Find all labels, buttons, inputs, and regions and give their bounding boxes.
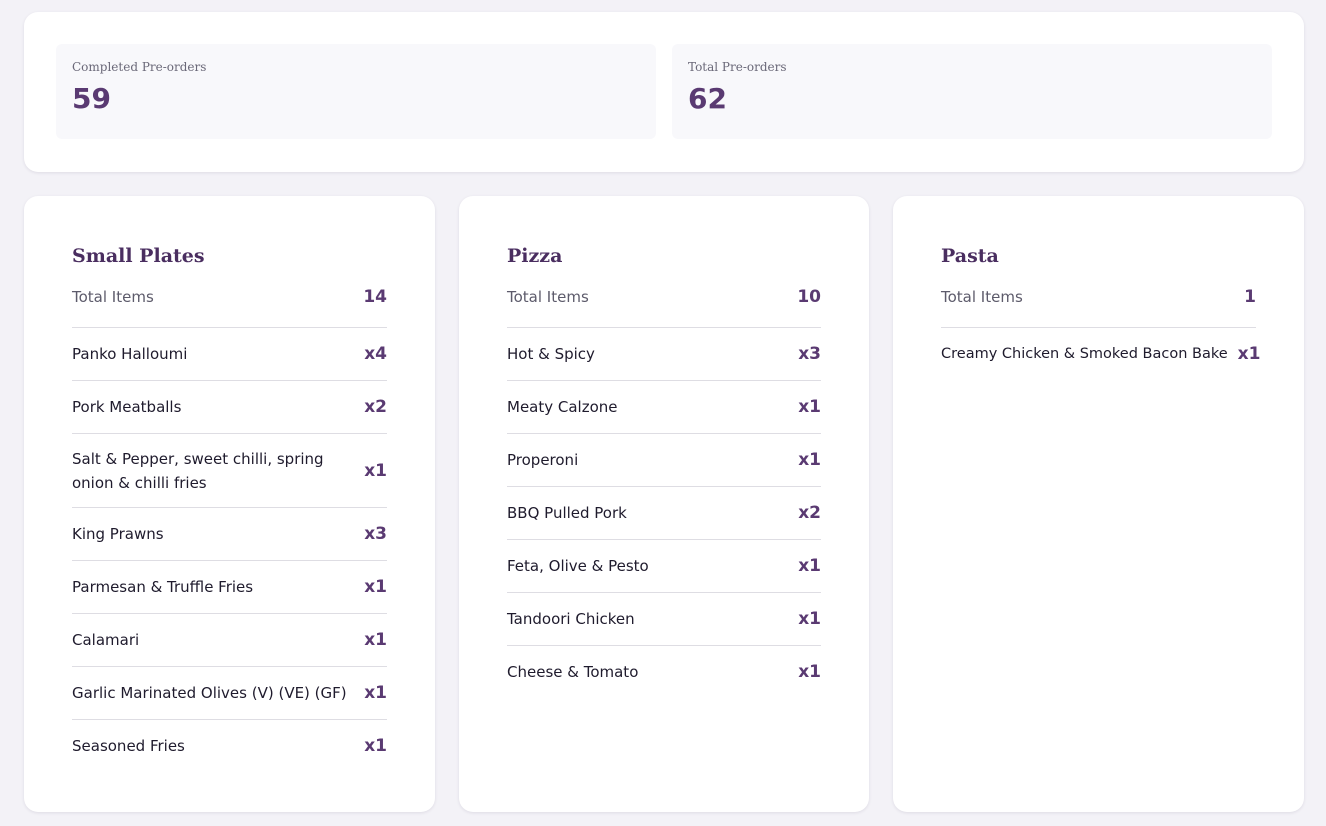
item-name: Properoni: [507, 451, 579, 469]
total-items-row: Total Items 10: [507, 274, 821, 328]
item-name: Hot & Spicy: [507, 345, 595, 363]
total-items-value: 10: [797, 286, 821, 307]
list-item: Creamy Chicken & Smoked Bacon Bake x1: [941, 328, 1260, 380]
category-title: Small Plates: [72, 245, 205, 267]
item-quantity: x1: [364, 630, 387, 650]
item-name: Calamari: [72, 631, 140, 649]
list-item: Hot & Spicy x3: [507, 328, 821, 381]
total-items-label: Total Items: [72, 287, 154, 306]
category-title: Pasta: [941, 245, 999, 267]
item-quantity: x1: [364, 683, 387, 703]
list-item: Seasoned Fries x1: [72, 720, 387, 772]
completed-preorders-value: 59: [72, 82, 111, 115]
item-name: Garlic Marinated Olives (V) (VE) (GF): [72, 684, 347, 702]
item-quantity: x1: [798, 662, 821, 682]
item-quantity: x4: [364, 344, 387, 364]
item-quantity: x2: [364, 397, 387, 417]
list-item: Salt & Pepper, sweet chilli, spring onio…: [72, 434, 387, 508]
total-items-value: 1: [1244, 286, 1256, 307]
item-name: Salt & Pepper, sweet chilli, spring onio…: [72, 449, 324, 492]
completed-preorders-label: Completed Pre-orders: [72, 60, 207, 74]
item-quantity: x1: [798, 450, 821, 470]
list-item: Cheese & Tomato x1: [507, 646, 821, 698]
total-items-label: Total Items: [941, 287, 1023, 306]
item-quantity: x1: [798, 397, 821, 417]
item-quantity: x1: [1237, 344, 1261, 364]
total-items-row: Total Items 14: [72, 274, 387, 328]
item-quantity: x1: [798, 609, 821, 629]
total-preorders-stat: Total Pre-orders 62: [672, 44, 1272, 139]
category-title: Pizza: [507, 245, 563, 267]
item-name: Cheese & Tomato: [507, 663, 639, 681]
list-item: Calamari x1: [72, 614, 387, 667]
item-name: Feta, Olive & Pesto: [507, 557, 649, 575]
total-preorders-value: 62: [688, 82, 727, 115]
item-quantity: x2: [798, 503, 821, 523]
completed-preorders-stat: Completed Pre-orders 59: [56, 44, 656, 139]
total-preorders-label: Total Pre-orders: [688, 60, 787, 74]
stats-card: Completed Pre-orders 59 Total Pre-orders…: [24, 12, 1304, 172]
total-items-row: Total Items 1: [941, 274, 1256, 328]
item-quantity: x3: [364, 524, 387, 544]
list-item: Meaty Calzone x1: [507, 381, 821, 434]
item-name: Panko Halloumi: [72, 345, 188, 363]
item-quantity: x1: [364, 577, 387, 597]
list-item: Properoni x1: [507, 434, 821, 487]
list-item: Parmesan & Truffle Fries x1: [72, 561, 387, 614]
item-name: Pork Meatballs: [72, 398, 182, 416]
item-name: BBQ Pulled Pork: [507, 504, 627, 522]
category-card-small-plates: Small Plates Total Items 14 Panko Hallou…: [24, 196, 435, 812]
category-card-pasta: Pasta Total Items 1 Creamy Chicken & Smo…: [893, 196, 1304, 812]
list-item: Panko Halloumi x4: [72, 328, 387, 381]
total-items-value: 14: [363, 286, 387, 307]
item-name: Meaty Calzone: [507, 398, 618, 416]
list-item: BBQ Pulled Pork x2: [507, 487, 821, 540]
list-item: Feta, Olive & Pesto x1: [507, 540, 821, 593]
item-name: King Prawns: [72, 525, 164, 543]
total-items-label: Total Items: [507, 287, 589, 306]
list-item: Garlic Marinated Olives (V) (VE) (GF) x1: [72, 667, 387, 720]
category-card-pizza: Pizza Total Items 10 Hot & Spicy x3 Meat…: [459, 196, 869, 812]
item-name: Tandoori Chicken: [507, 610, 635, 628]
list-item: Tandoori Chicken x1: [507, 593, 821, 646]
item-name: Seasoned Fries: [72, 737, 185, 755]
list-item: King Prawns x3: [72, 508, 387, 561]
list-item: Pork Meatballs x2: [72, 381, 387, 434]
item-name: Creamy Chicken & Smoked Bacon Bake: [941, 346, 1228, 362]
item-quantity: x3: [798, 344, 821, 364]
item-name: Parmesan & Truffle Fries: [72, 578, 254, 596]
item-quantity: x1: [364, 460, 387, 481]
item-quantity: x1: [364, 736, 387, 756]
item-quantity: x1: [798, 556, 821, 576]
